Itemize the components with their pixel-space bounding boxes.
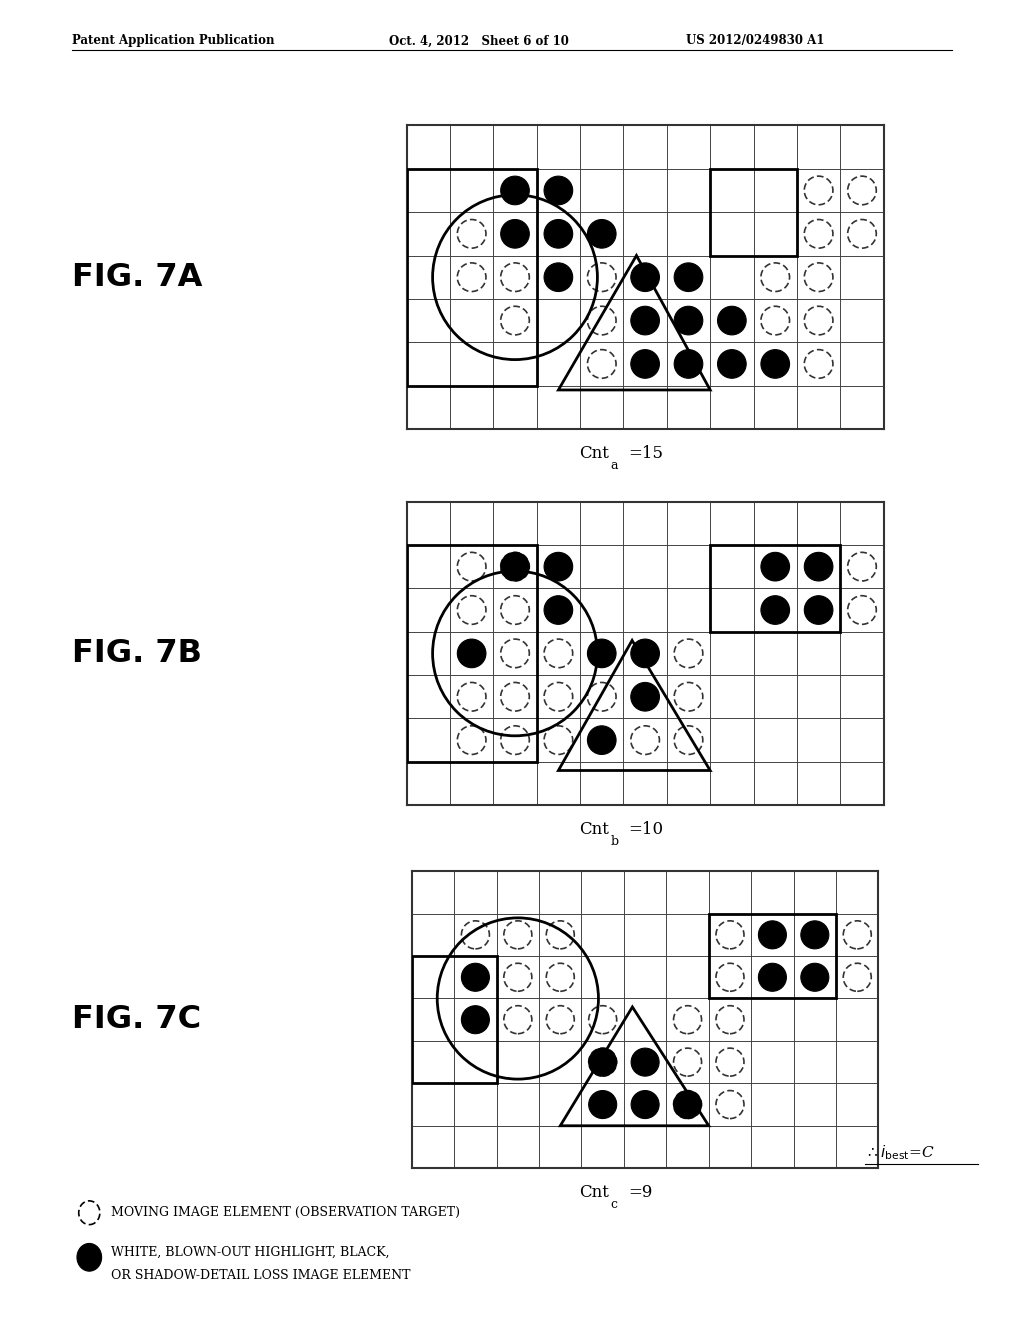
Circle shape [631, 639, 659, 668]
Text: a: a [610, 458, 617, 471]
Text: =10: =10 [629, 821, 664, 838]
Text: OR SHADOW-DETAIL LOSS IMAGE ELEMENT: OR SHADOW-DETAIL LOSS IMAGE ELEMENT [112, 1269, 411, 1282]
Circle shape [544, 219, 572, 248]
Circle shape [761, 552, 790, 581]
Bar [709, 913, 836, 998]
Text: WHITE, BLOWN-OUT HIGHLIGHT, BLACK,: WHITE, BLOWN-OUT HIGHLIGHT, BLACK, [112, 1246, 390, 1259]
Circle shape [804, 595, 833, 624]
Circle shape [804, 552, 833, 581]
Circle shape [631, 1090, 659, 1118]
Circle shape [589, 1090, 616, 1118]
Text: Patent Application Publication: Patent Application Publication [72, 34, 274, 48]
Circle shape [544, 595, 572, 624]
Circle shape [462, 1006, 489, 1034]
Circle shape [759, 921, 786, 949]
Circle shape [462, 964, 489, 991]
Circle shape [501, 552, 529, 581]
Circle shape [718, 306, 746, 335]
Text: =9: =9 [629, 1184, 653, 1201]
Circle shape [801, 921, 828, 949]
Text: MOVING IMAGE ELEMENT (OBSERVATION TARGET): MOVING IMAGE ELEMENT (OBSERVATION TARGET… [112, 1206, 461, 1220]
Circle shape [801, 964, 828, 991]
Text: Oct. 4, 2012   Sheet 6 of 10: Oct. 4, 2012 Sheet 6 of 10 [389, 34, 569, 48]
Text: $\therefore i_\mathrm{best}$=C: $\therefore i_\mathrm{best}$=C [865, 1143, 935, 1162]
Circle shape [631, 350, 659, 379]
Circle shape [674, 306, 702, 335]
Circle shape [544, 552, 572, 581]
Circle shape [674, 263, 702, 292]
Circle shape [631, 1048, 659, 1076]
Circle shape [631, 682, 659, 711]
Circle shape [588, 726, 616, 755]
Circle shape [761, 595, 790, 624]
Text: b: b [610, 834, 618, 847]
Circle shape [589, 1048, 616, 1076]
Text: Cnt: Cnt [580, 445, 609, 462]
Circle shape [631, 263, 659, 292]
Circle shape [77, 1243, 101, 1271]
Circle shape [674, 1090, 701, 1118]
Circle shape [718, 350, 746, 379]
Bar [711, 169, 797, 256]
Bar [412, 956, 497, 1084]
Bar [407, 545, 537, 762]
Text: Cnt: Cnt [580, 1184, 609, 1201]
Bar [407, 169, 537, 385]
Text: FIG. 7B: FIG. 7B [72, 638, 202, 669]
Circle shape [759, 964, 786, 991]
Circle shape [544, 263, 572, 292]
Circle shape [674, 350, 702, 379]
Circle shape [631, 306, 659, 335]
Text: =15: =15 [629, 445, 664, 462]
Circle shape [501, 176, 529, 205]
Circle shape [588, 639, 616, 668]
Circle shape [588, 219, 616, 248]
Text: US 2012/0249830 A1: US 2012/0249830 A1 [686, 34, 824, 48]
Circle shape [544, 176, 572, 205]
Text: Cnt: Cnt [580, 821, 609, 838]
Circle shape [458, 639, 486, 668]
Bar [711, 545, 841, 632]
Text: FIG. 7C: FIG. 7C [72, 1005, 201, 1035]
Text: c: c [610, 1197, 617, 1210]
Text: FIG. 7A: FIG. 7A [72, 261, 202, 293]
Circle shape [501, 219, 529, 248]
Circle shape [761, 350, 790, 379]
